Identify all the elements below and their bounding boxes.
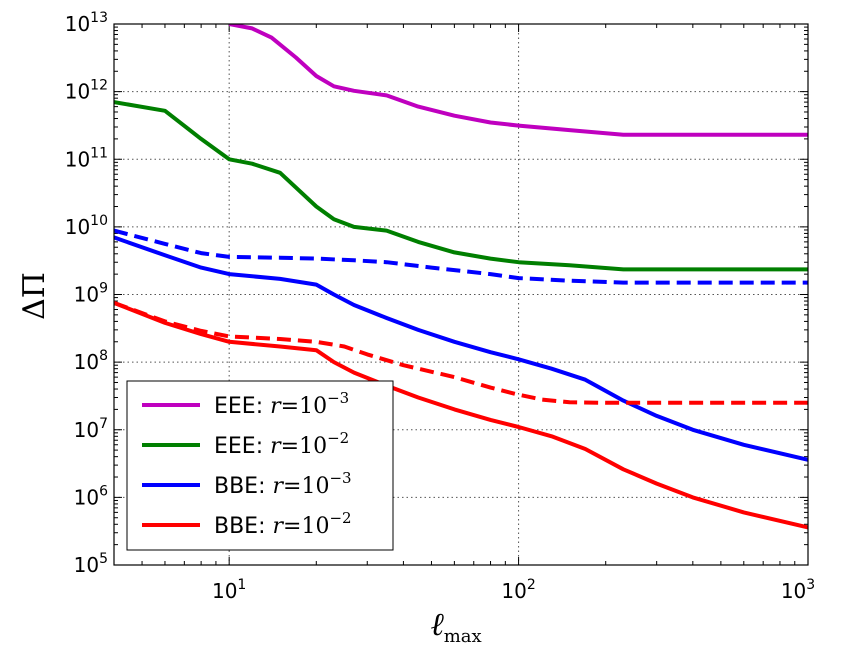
legend-label: BBE: r=10−2 [214, 509, 352, 539]
x-tick-label: 102 [501, 577, 535, 603]
series-line-2 [114, 100, 808, 272]
x-axis-label: ℓmax [430, 605, 481, 647]
series-line-5 [114, 301, 808, 530]
y-tick-label: 105 [74, 551, 108, 577]
x-tick-label: 101 [212, 577, 246, 603]
series-line-6 [114, 301, 808, 405]
series-lines [114, 24, 808, 530]
legend: EEE: r=10−3 EEE: r=10−2 BBE: r=10−3 BBE: r=… [126, 380, 394, 551]
legend-label: EEE: r=10−2 [214, 429, 349, 459]
x-tick-label: 103 [781, 577, 815, 603]
legend-label: BBE: r=10−3 [214, 469, 352, 499]
y-tick-label: 1012 [65, 78, 108, 104]
y-tick-label: 107 [74, 416, 108, 442]
axes-frame [113, 23, 809, 566]
series-line-1 [228, 24, 808, 137]
series-line-4 [114, 228, 808, 285]
legend-box [126, 380, 394, 551]
y-tick-label: 1011 [65, 145, 108, 171]
ticks: 105 106 107 108 109 1010 1011 1012 1013 101 102 103 [65, 10, 815, 603]
y-tick-label: 1013 [65, 10, 108, 36]
y-tick-label: 106 [74, 483, 108, 509]
y-tick-label: 1010 [65, 213, 108, 239]
series-line-3 [114, 235, 808, 462]
y-tick-label: 109 [74, 281, 108, 307]
y-tick-label: 108 [74, 348, 108, 374]
plot-frame [113, 23, 809, 566]
y-axis-label: ΔΠ [17, 272, 52, 320]
legend-label: EEE: r=10−3 [214, 389, 349, 419]
